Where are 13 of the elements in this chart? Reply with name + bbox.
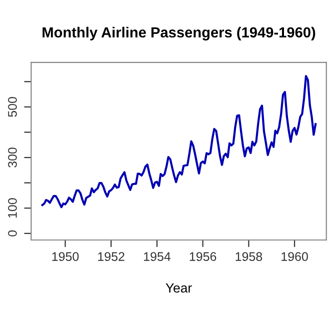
x-axis-title: Year — [166, 283, 192, 293]
x-tick-label: 1952 — [98, 252, 124, 261]
chart-title: Monthly Airline Passengers (1949-1960) — [42, 26, 316, 40]
y-tick-label: 500 — [8, 96, 17, 117]
y-tick-label: 300 — [8, 148, 17, 168]
x-tick-label: 1954 — [144, 252, 171, 261]
x-tick-label: 1956 — [190, 252, 216, 261]
line-series — [41, 75, 317, 208]
y-tick-label: 100 — [8, 198, 17, 218]
x-tick-label: 1958 — [236, 252, 262, 261]
y-tick-label: 0 — [8, 230, 17, 236]
x-tick-label: 1950 — [52, 252, 79, 261]
x-tick-label: 1960 — [282, 252, 308, 261]
